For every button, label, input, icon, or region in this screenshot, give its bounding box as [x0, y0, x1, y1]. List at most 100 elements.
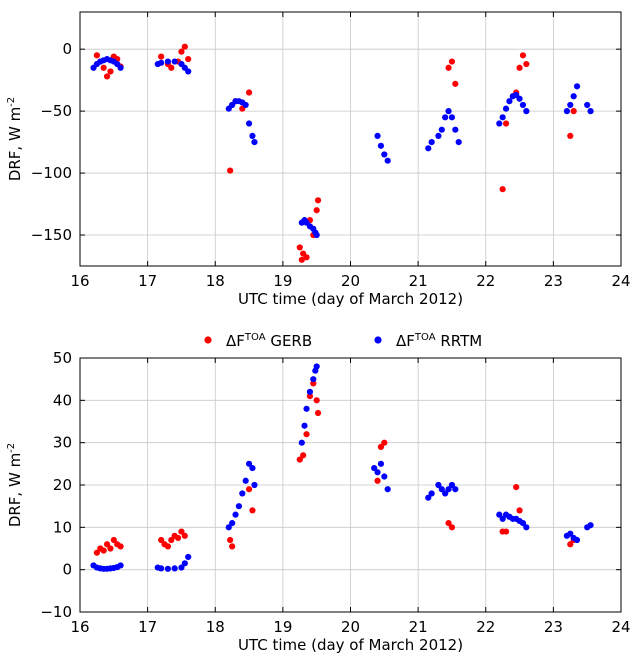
top-point-s1 [570, 93, 577, 100]
bottom-point-s1 [251, 481, 258, 489]
bottom-point-s1 [573, 536, 581, 544]
top-point-s1 [516, 95, 523, 102]
top-y-axis-label: DRF, W m-2 [6, 97, 24, 181]
bottom-ytick-label: 20 [53, 476, 72, 494]
top-point-s0 [296, 244, 303, 251]
top-point-s0 [298, 256, 305, 263]
bottom-point-s0 [377, 443, 385, 450]
bottom-point-s1 [587, 522, 594, 529]
bottom-point-s0 [381, 439, 388, 446]
top-point-s1 [245, 120, 253, 127]
bottom-point-s0 [245, 486, 253, 493]
bottom-ytick-label: 50 [53, 349, 72, 367]
top-xtick-label: 22 [476, 272, 495, 290]
top-point-s0 [567, 132, 574, 140]
top-point-s0 [499, 186, 506, 193]
top-x-axis-label: UTC time (day of March 2012) [238, 290, 463, 308]
bottom-point-s0 [448, 524, 456, 531]
bottom-point-s1 [377, 460, 385, 467]
top-point-s1 [249, 132, 256, 140]
bottom-point-s1 [229, 520, 236, 527]
bottom-ytick-label: −10 [40, 603, 72, 621]
bottom-point-s1 [232, 511, 239, 518]
bottom-point-s1 [185, 553, 192, 561]
bottom-point-s0 [296, 456, 303, 463]
top-point-s1 [377, 142, 385, 149]
bottom-point-s1 [523, 524, 530, 531]
top-point-s0 [452, 80, 459, 87]
bottom-point-s0 [100, 547, 107, 554]
top-xtick-label: 18 [206, 272, 225, 290]
bottom-point-s1 [428, 490, 435, 497]
top-ytick-label: −100 [31, 164, 72, 182]
bottom-ytick-label: 10 [53, 518, 72, 536]
bottom-point-s0 [103, 541, 111, 548]
bottom-ytick-label: 30 [53, 434, 72, 452]
top-point-s1 [519, 101, 527, 109]
top-point-s0 [168, 64, 175, 71]
top-xtick-label: 16 [70, 272, 89, 290]
bottom-xtick-label: 16 [70, 618, 89, 636]
bottom-point-s0 [513, 484, 520, 491]
top-point-s1 [251, 138, 258, 146]
bottom-point-s1 [171, 565, 178, 572]
top-point-s0 [445, 64, 452, 71]
bottom-ytick-label: 40 [53, 391, 72, 409]
bottom-point-s0 [227, 536, 234, 544]
bottom-x-axis-label: UTC time (day of March 2012) [238, 636, 463, 654]
top-point-s0 [523, 60, 530, 68]
bottom-point-s1 [245, 460, 253, 467]
top-point-s1 [452, 126, 459, 133]
bottom-point-s1 [178, 564, 185, 571]
top-point-s0 [185, 55, 192, 63]
legend-label-0: ΔFTOA GERB [226, 332, 312, 350]
top-point-s0 [502, 120, 510, 127]
bottom-point-s0 [117, 543, 124, 550]
top-point-s1 [158, 59, 165, 66]
top-point-s1 [425, 145, 432, 152]
top-point-s1 [164, 58, 172, 65]
bottom-point-s1 [448, 481, 456, 489]
top-point-s1 [442, 114, 449, 121]
bottom-point-s1 [567, 530, 574, 537]
top-point-s1 [502, 105, 510, 112]
bottom-point-s0 [158, 536, 165, 544]
bottom-point-s1 [249, 464, 256, 472]
top-xtick-label: 24 [611, 272, 630, 290]
bottom-point-s0 [300, 452, 307, 459]
bottom-point-s1 [306, 388, 314, 395]
legend-marker-0 [204, 336, 212, 344]
bottom-point-s1 [158, 565, 165, 572]
top-point-s1 [563, 108, 571, 115]
top-point-s1 [448, 114, 456, 121]
bottom-point-s1 [235, 503, 243, 510]
bottom-point-s0 [229, 543, 236, 550]
legend: ΔFTOA GERB ΔFTOA RRTM [204, 332, 482, 350]
legend-label-1: ΔFTOA RRTM [396, 332, 482, 350]
bottom-xtick-label: 22 [476, 618, 495, 636]
bottom-point-s1 [225, 524, 232, 531]
bottom-point-s1 [519, 520, 527, 527]
bottom-point-s0 [168, 536, 175, 544]
top-point-s1 [587, 108, 594, 115]
top-point-s1 [523, 108, 530, 115]
top-point-s1 [171, 58, 178, 65]
bottom-point-s0 [313, 397, 320, 404]
bottom-point-s1 [384, 486, 391, 493]
bottom-point-s1 [499, 515, 506, 522]
top-point-s1 [384, 157, 391, 164]
bottom-point-s0 [374, 477, 381, 484]
bottom-point-s0 [107, 545, 114, 552]
bottom-point-s1 [310, 376, 317, 383]
bottom-xtick-label: 20 [341, 618, 360, 636]
top-point-s0 [313, 207, 320, 214]
bottom-chart: 16 17 18 19 20 21 22 23 24 −10 0 10 20 30 40 50 UTC time… [6, 349, 631, 654]
top-ytick-label: 0 [62, 40, 72, 58]
top-point-s1 [374, 132, 381, 140]
top-point-s1 [506, 98, 513, 105]
bottom-point-s0 [516, 507, 523, 514]
top-point-s0 [100, 64, 107, 71]
top-point-s1 [499, 114, 506, 121]
top-xtick-label: 20 [341, 272, 360, 290]
bottom-point-s1 [164, 565, 172, 572]
